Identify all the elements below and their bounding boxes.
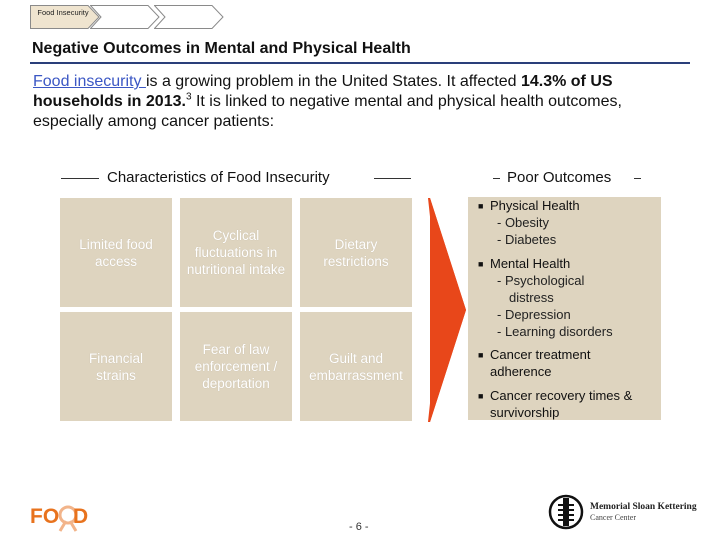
svg-text:D: D xyxy=(73,505,88,528)
intro-text-1: is a growing problem in the United State… xyxy=(145,73,521,90)
bullet-mental-health: ■ Mental Health xyxy=(478,256,571,271)
chevron-shape xyxy=(30,5,100,29)
sub-depression: - Depression xyxy=(497,307,571,322)
food-insecurity-link[interactable]: Food insecurity xyxy=(33,73,146,90)
tile-financial-strains: Financial strains xyxy=(60,312,172,421)
food-logo-graphic: FO D xyxy=(30,505,88,532)
bullet-physical-health: ■ Physical Health xyxy=(478,198,580,213)
mskcc-name: Memorial Sloan Kettering xyxy=(590,502,697,512)
tile-cyclical-fluctuations: Cyclical fluctuations in nutritional int… xyxy=(180,198,292,307)
heading-line-right xyxy=(374,178,411,179)
sub-distress: distress xyxy=(509,290,554,305)
intro-text-2: It is linked to negative mental and phys… xyxy=(33,93,622,130)
tile-fear-of-law-enforcement: Fear of law enforcement / deportation xyxy=(180,312,292,421)
page-number: - 6 - xyxy=(349,521,369,533)
bullet-cancer-treatment: ■ Cancer treatment xyxy=(478,347,591,362)
bullet-cancer-recovery-line2: survivorship xyxy=(490,405,560,420)
tile-dietary-restrictions: Dietary restrictions xyxy=(300,198,412,307)
sub-obesity: - Obesity xyxy=(497,215,550,230)
reference-marker: 3 xyxy=(185,91,192,103)
sub-psychological: - Psychological xyxy=(497,273,585,288)
outcomes-line-right xyxy=(634,178,641,179)
intro-bold-stat: 14.3% of US households in 2013. xyxy=(33,73,613,110)
outcomes-panel: ■ Physical Health - Obesity - Diabetes ■ M… xyxy=(468,197,661,420)
heading-line-left xyxy=(61,178,99,179)
sub-diabetes: - Diabetes xyxy=(497,232,557,247)
bullet-cancer-recovery: ■ Cancer recovery times & xyxy=(478,388,633,403)
mskcc-emblem-icon xyxy=(548,494,584,530)
svg-text:FO: FO xyxy=(30,505,59,528)
food-logo: FO D xyxy=(30,500,90,537)
mskcc-subname: Cancer Center xyxy=(590,513,636,522)
chevron-shape xyxy=(90,5,160,29)
outcomes-heading: Poor Outcomes xyxy=(507,169,612,186)
slide-title: Negative Outcomes in Mental and Physical… xyxy=(32,40,411,57)
intro-paragraph: Food insecurity is a growing problem in … xyxy=(33,72,693,132)
chevron-shape xyxy=(154,5,224,29)
bullet-cancer-treatment-line2: adherence xyxy=(490,364,552,379)
characteristics-heading: Characteristics of Food Insecurity xyxy=(107,169,330,186)
tile-limited-food-access: Limited food access xyxy=(60,198,172,307)
characteristics-grid: Limited food access Cyclical fluctuation… xyxy=(60,198,412,421)
title-divider xyxy=(30,62,690,64)
sub-learning-disorders: - Learning disorders xyxy=(497,324,613,339)
outcomes-line-left xyxy=(493,178,500,179)
arrow-right-icon xyxy=(428,198,466,422)
breadcrumb-label: Food Insecurity xyxy=(37,8,89,17)
mskcc-logo: Memorial Sloan Kettering Cancer Center xyxy=(547,492,697,537)
tile-guilt-embarrassment: Guilt and embarrassment xyxy=(300,312,412,421)
